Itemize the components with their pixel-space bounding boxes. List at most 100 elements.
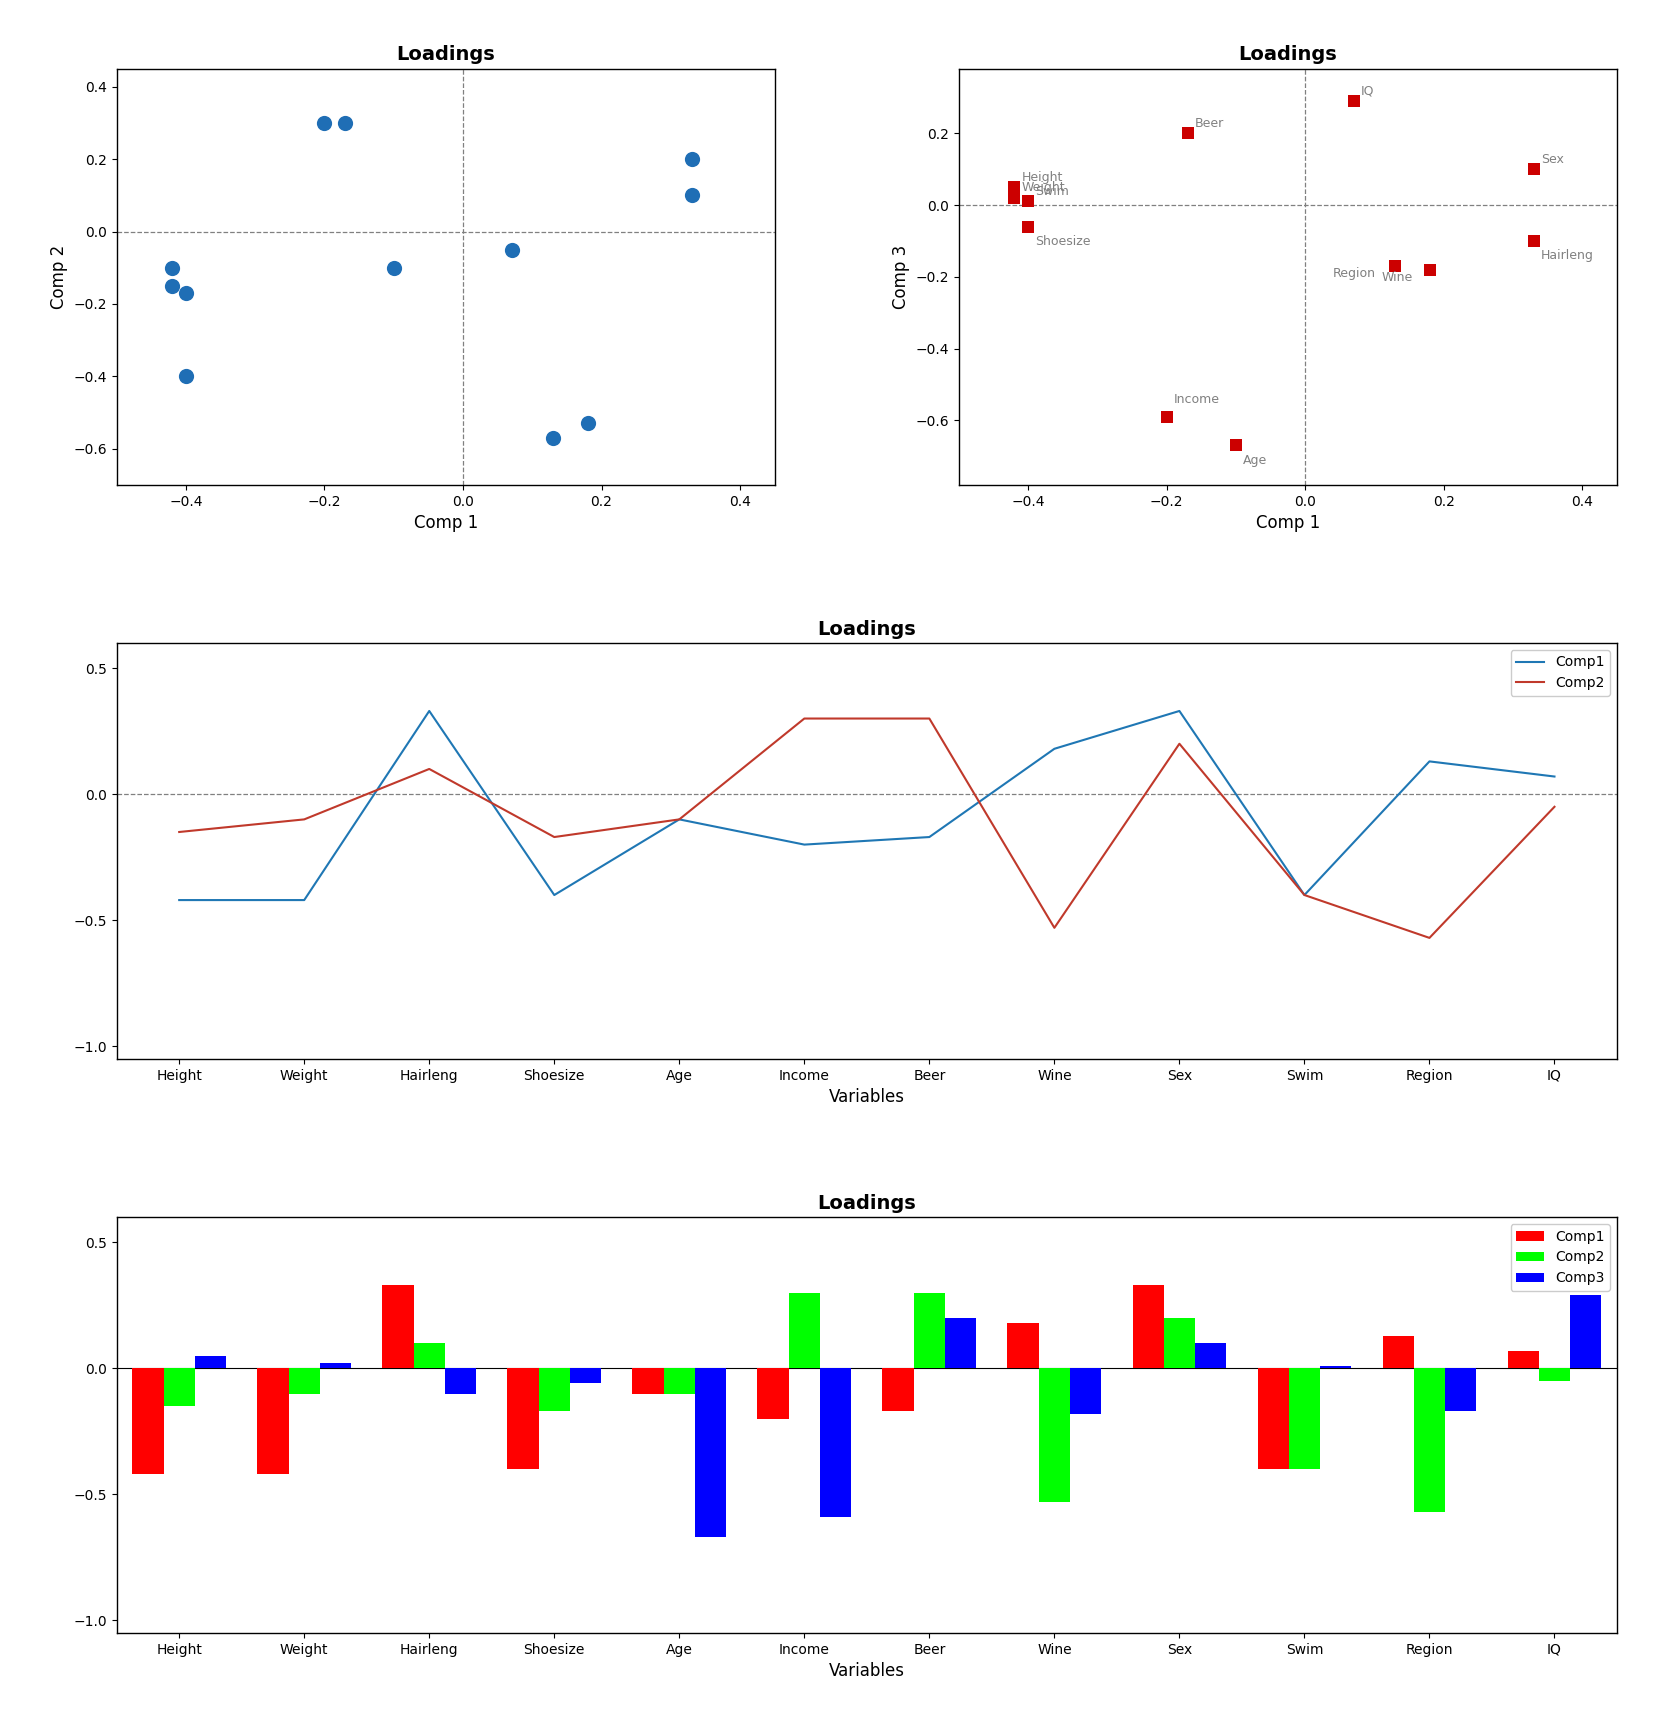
Bar [1195, 1343, 1227, 1368]
X-axis label: Variables: Variables [828, 1088, 905, 1107]
Point [1520, 155, 1547, 182]
Point [332, 110, 358, 138]
Point [173, 278, 200, 306]
Bar [1320, 1367, 1352, 1368]
Comp2 [919, 708, 939, 729]
Point [158, 272, 185, 299]
Comp2 [668, 810, 688, 830]
Comp1 [293, 890, 313, 911]
Text: Age: Age [1244, 454, 1267, 468]
Bar [1132, 1286, 1164, 1368]
Text: Height: Height [1022, 170, 1062, 184]
Point [1015, 187, 1042, 215]
Text: Hairleng: Hairleng [1540, 249, 1594, 263]
Comp2 [1419, 928, 1439, 949]
Point [173, 363, 200, 390]
Comp1 [170, 890, 190, 911]
Comp2 [1044, 918, 1064, 939]
X-axis label: Comp 1: Comp 1 [413, 514, 478, 533]
Comp2 [1294, 885, 1314, 906]
Bar [695, 1368, 727, 1537]
Comp1 [418, 701, 438, 722]
Title: Loadings: Loadings [817, 619, 917, 638]
Point [1222, 431, 1249, 459]
Bar [632, 1368, 663, 1394]
Bar [914, 1293, 945, 1368]
Comp1 [793, 834, 813, 854]
X-axis label: Comp 1: Comp 1 [1255, 514, 1320, 533]
Text: Region: Region [1334, 268, 1375, 280]
Bar [1289, 1368, 1320, 1470]
Comp1 [1544, 767, 1564, 787]
Comp2 [543, 827, 563, 847]
Comp2 [1544, 796, 1564, 817]
Comp1 [668, 810, 688, 830]
Bar [1070, 1368, 1102, 1413]
Point [678, 182, 705, 210]
Bar [1039, 1368, 1070, 1502]
Bar [882, 1368, 914, 1411]
Comp1 [1044, 739, 1064, 760]
Point [678, 146, 705, 174]
Title: Loadings: Loadings [397, 45, 495, 64]
Comp2 [1169, 734, 1189, 755]
Point [380, 254, 407, 282]
Point [1382, 253, 1409, 280]
Point [540, 425, 567, 452]
Legend: Comp1, Comp2: Comp1, Comp2 [1510, 650, 1610, 696]
Line: Comp1: Comp1 [180, 712, 1554, 901]
Text: Wine: Wine [1382, 272, 1412, 284]
Point [1417, 256, 1444, 284]
Point [1340, 88, 1367, 115]
Point [575, 409, 602, 437]
Text: Income: Income [1174, 394, 1220, 406]
Point [1002, 174, 1029, 201]
Point [1174, 120, 1200, 148]
Bar [163, 1368, 195, 1406]
Comp2 [170, 822, 190, 842]
Bar [132, 1368, 163, 1475]
X-axis label: Variables: Variables [828, 1662, 905, 1681]
Bar [1382, 1336, 1414, 1368]
Bar [1164, 1318, 1195, 1368]
Text: Weight: Weight [1022, 180, 1065, 194]
Point [158, 254, 185, 282]
Text: Sex: Sex [1540, 153, 1564, 165]
Bar [1007, 1324, 1039, 1368]
Title: Loadings: Loadings [1239, 45, 1337, 64]
Point [312, 110, 338, 138]
Bar [507, 1368, 538, 1470]
Bar [257, 1368, 288, 1475]
Title: Loadings: Loadings [817, 1193, 917, 1212]
Point [1520, 227, 1547, 254]
Bar [1414, 1368, 1445, 1513]
Point [1154, 402, 1180, 430]
Bar [413, 1343, 445, 1368]
Bar [945, 1318, 977, 1368]
Comp1 [543, 885, 563, 906]
Point [498, 236, 525, 263]
Bar [538, 1368, 570, 1411]
Bar [570, 1368, 602, 1384]
Comp1 [1294, 885, 1314, 906]
Y-axis label: Comp 2: Comp 2 [50, 244, 68, 309]
Bar [195, 1356, 227, 1368]
Text: Swim: Swim [1035, 186, 1069, 198]
Bar [382, 1286, 413, 1368]
Bar [320, 1363, 352, 1368]
Comp1 [1419, 751, 1439, 772]
Y-axis label: Comp 3: Comp 3 [892, 244, 910, 309]
Bar [1570, 1294, 1602, 1368]
Bar [820, 1368, 852, 1518]
Comp2 [418, 758, 438, 779]
Bar [1507, 1351, 1539, 1368]
Point [1002, 184, 1029, 211]
Legend: Comp1, Comp2, Comp3: Comp1, Comp2, Comp3 [1510, 1224, 1610, 1291]
Point [1015, 213, 1042, 241]
Bar [757, 1368, 788, 1418]
Text: IQ: IQ [1360, 84, 1374, 98]
Bar [445, 1368, 477, 1394]
Bar [1445, 1368, 1477, 1411]
Bar [1539, 1368, 1570, 1380]
Comp2 [793, 708, 813, 729]
